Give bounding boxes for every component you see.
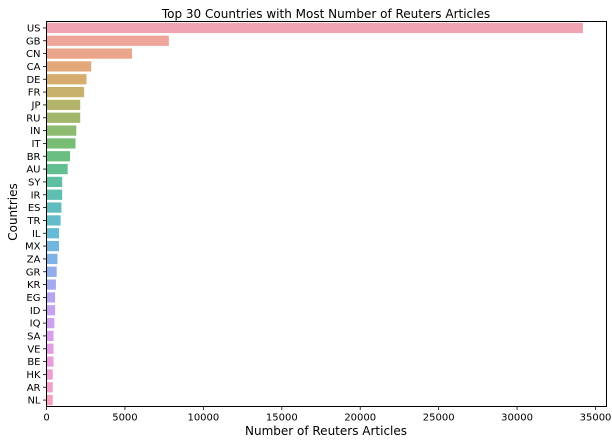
y-tick-label: VE bbox=[27, 344, 40, 355]
y-tick-label: RU bbox=[26, 113, 40, 124]
x-ticks-group: 0 5000 10000 15000 20000 25000 30000 35000 bbox=[43, 406, 612, 424]
y-tick-label: NL bbox=[27, 396, 40, 407]
y-tick-label: SY bbox=[28, 177, 41, 188]
bar-it bbox=[46, 138, 76, 149]
y-axis-label: Countries bbox=[6, 183, 20, 241]
bar-br bbox=[46, 151, 71, 162]
y-tick-label: ES bbox=[28, 203, 41, 214]
y-tick-label: TR bbox=[26, 216, 40, 227]
bar-gb bbox=[46, 35, 169, 46]
bar-cn bbox=[46, 48, 132, 59]
bar-in bbox=[46, 125, 77, 136]
y-tick-label: EG bbox=[26, 293, 40, 304]
bar-nl bbox=[46, 394, 53, 406]
bar-tr bbox=[46, 215, 61, 226]
y-tick-label: FR bbox=[28, 88, 41, 99]
bar-kr bbox=[46, 279, 56, 290]
x-tick-label: 30000 bbox=[501, 413, 533, 424]
y-tick-label: ZA bbox=[27, 254, 41, 265]
bar-de bbox=[46, 74, 87, 85]
y-tick-label: AR bbox=[27, 383, 41, 394]
bar-id bbox=[46, 305, 56, 316]
x-tick-label: 15000 bbox=[266, 413, 298, 424]
x-tick-label: 10000 bbox=[187, 413, 219, 424]
bar-es bbox=[46, 202, 62, 213]
plot-frame bbox=[46, 21, 607, 407]
x-tick-label: 5000 bbox=[112, 413, 137, 424]
bar-mx bbox=[46, 240, 60, 252]
x-tick-label: 35000 bbox=[580, 413, 612, 424]
y-tick-label: ID bbox=[30, 306, 41, 317]
bar-ve bbox=[46, 343, 54, 354]
bar-ar bbox=[46, 382, 53, 393]
bar-sa bbox=[46, 330, 54, 342]
bar-ir bbox=[46, 189, 63, 200]
y-tick-label: KR bbox=[27, 280, 41, 291]
bar-be bbox=[46, 356, 54, 367]
bar-fr bbox=[46, 86, 85, 98]
y-tick-label: IL bbox=[32, 229, 41, 240]
y-tick-label: US bbox=[27, 23, 41, 34]
bars-group bbox=[46, 22, 583, 406]
bar-au bbox=[46, 163, 68, 175]
y-tick-label: GR bbox=[26, 267, 41, 278]
y-tick-label: AU bbox=[26, 165, 40, 176]
bar-ru bbox=[46, 112, 81, 123]
y-tick-label: CN bbox=[26, 49, 40, 60]
bar-us bbox=[46, 22, 583, 34]
y-tick-label: BE bbox=[27, 357, 40, 368]
y-tick-label: JP bbox=[31, 100, 41, 111]
x-tick-label: 0 bbox=[43, 413, 49, 424]
chart-title: Top 30 Countries with Most Number of Reu… bbox=[161, 7, 490, 21]
y-tick-label: SA bbox=[27, 331, 41, 342]
y-tick-label: IN bbox=[30, 126, 40, 137]
y-tick-label: GB bbox=[26, 36, 41, 47]
y-tick-label: CA bbox=[27, 62, 41, 73]
y-tick-label: IR bbox=[31, 190, 41, 201]
bar-za bbox=[46, 253, 58, 265]
bar-ca bbox=[46, 61, 92, 72]
bar-hk bbox=[46, 369, 53, 380]
x-tick-label: 25000 bbox=[423, 413, 455, 424]
x-tick-label: 20000 bbox=[344, 413, 376, 424]
y-tick-label: MX bbox=[25, 242, 41, 253]
bar-gr bbox=[46, 266, 57, 277]
y-tick-label: IQ bbox=[30, 319, 41, 330]
x-axis-label: Number of Reuters Articles bbox=[245, 424, 407, 438]
y-tick-label: BR bbox=[27, 152, 41, 163]
bar-iq bbox=[46, 317, 55, 329]
y-tick-label: DE bbox=[26, 75, 40, 86]
bar-eg bbox=[46, 292, 56, 303]
bar-il bbox=[46, 228, 60, 239]
y-tick-label: IT bbox=[31, 139, 41, 150]
bar-jp bbox=[46, 99, 81, 111]
bar-sy bbox=[46, 176, 63, 188]
y-tick-label: HK bbox=[26, 370, 41, 381]
